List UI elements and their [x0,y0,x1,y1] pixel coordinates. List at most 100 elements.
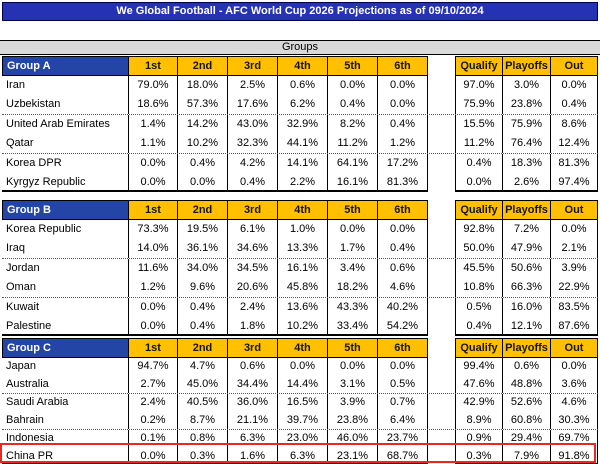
column-header-position: 3rd [228,338,278,358]
team-name: Iran [6,79,25,91]
position-probability-cell: 6.4% [378,411,428,429]
team-row: Uzbekistan 18.6% 57.3% 17.6% 6.2% 0.4% 0.0% 75.… [2,95,598,114]
outcome-probability-cell: 11.2% [455,134,503,153]
position-probability-cell: 40.5% [178,394,228,412]
position-probability-cell: 64.1% [328,154,378,173]
group-name: Group B [2,200,128,220]
position-probability-cell: 0.0% [128,154,178,173]
column-header-outcome: Qualify [455,338,503,358]
position-probability-cell: 16.1% [278,259,328,278]
position-probability-cell: 0.0% [328,76,378,95]
column-header-position: 4th [278,200,328,220]
outcome-probability-cell: 0.0% [551,76,598,95]
team-name: United Arab Emirates [6,118,110,130]
team-name: Uzbekistan [6,98,61,110]
column-header-outcome: Playoffs [503,338,551,358]
team-name: Saudi Arabia [6,396,69,408]
position-probability-cell: 3.4% [328,259,378,278]
team-row: Jordan 11.6% 34.0% 34.5% 16.1% 3.4% 0.6% 45.5% 5… [2,258,598,278]
table-gap [428,154,455,173]
position-probability-cell: 1.8% [228,317,278,336]
outcome-probability-cell: 29.4% [503,430,551,448]
position-probability-cell: 33.4% [328,317,378,336]
position-probability-cell: 45.8% [278,278,328,297]
position-probability-cell: 18.2% [328,278,378,297]
team-name: Korea DPR [6,157,62,169]
position-probability-cell: 79.0% [128,76,178,95]
table-gap [428,115,455,134]
outcome-probability-cell: 69.7% [551,430,598,448]
team-row: Bahrain 0.2% 8.7% 21.1% 39.7% 23.8% 6.4% 8.9% 60… [2,411,598,429]
outcome-probability-cell: 7.9% [503,447,551,464]
team-name: Jordan [6,262,40,274]
column-header-outcome: Playoffs [503,56,551,76]
position-probability-cell: 2.5% [228,76,278,95]
table-gap [428,430,455,448]
column-header-position: 6th [378,56,428,76]
position-probability-cell: 23.1% [328,447,378,464]
team-row: Kyrgyz Republic 0.0% 0.0% 0.4% 2.2% 16.1% 81.3… [2,173,598,192]
column-header-position: 5th [328,200,378,220]
outcome-probability-cell: 0.0% [551,220,598,239]
position-probability-cell: 11.2% [328,134,378,153]
position-probability-cell: 1.4% [128,115,178,134]
column-header-outcome: Playoffs [503,200,551,220]
position-probability-cell: 16.5% [278,394,328,412]
position-probability-cell: 0.8% [178,430,228,448]
column-header-outcome: Out [551,200,598,220]
group-block: Group C 1st 2nd 3rd 4th 5th 6th Qualify Playoffs… [2,338,598,464]
column-header-position: 1st [128,338,178,358]
outcome-probability-cell: 76.4% [503,134,551,153]
column-header-outcome: Out [551,338,598,358]
group-block: Group B 1st 2nd 3rd 4th 5th 6th Qualify Playoffs… [2,200,598,336]
position-probability-cell: 17.6% [228,95,278,114]
team-row: Korea Republic 73.3% 19.5% 6.1% 1.0% 0.0% 0.0%… [2,220,598,239]
position-probability-cell: 45.0% [178,375,228,393]
team-name: Kyrgyz Republic [2,173,128,192]
position-probability-cell: 19.5% [178,220,228,239]
table-gap [428,200,455,220]
position-probability-cell: 17.2% [378,154,428,173]
table-gap [428,56,455,76]
position-probability-cell: 18.0% [178,76,228,95]
column-header-position: 3rd [228,56,278,76]
outcome-probability-cell: 75.9% [503,115,551,134]
outcome-probability-cell: 0.4% [455,154,503,173]
outcome-probability-cell: 83.5% [551,298,598,317]
team-row: Indonesia 0.1% 0.8% 6.3% 23.0% 46.0% 23.7% 0.9%… [2,429,598,448]
position-probability-cell: 9.6% [178,278,228,297]
column-header-position: 6th [378,200,428,220]
position-probability-cell: 2.4% [228,298,278,317]
position-probability-cell: 0.0% [378,358,428,376]
table-gap [428,394,455,412]
outcome-probability-cell: 0.5% [455,298,503,317]
column-header-position: 3rd [228,200,278,220]
outcome-probability-cell: 60.8% [503,411,551,429]
position-probability-cell: 10.2% [178,134,228,153]
table-gap [428,220,455,239]
group-header-row: Group B 1st 2nd 3rd 4th 5th 6th Qualify Playoffs… [2,200,598,220]
team-row: Iran 79.0% 18.0% 2.5% 0.6% 0.0% 0.0% 97.0% 3.0% 0… [2,76,598,95]
position-probability-cell: 14.4% [278,375,328,393]
position-probability-cell: 0.5% [378,375,428,393]
team-name: Oman [6,281,36,293]
position-probability-cell: 0.4% [378,239,428,258]
position-probability-cell: 34.4% [228,375,278,393]
table-gap [428,173,455,192]
position-probability-cell: 11.6% [128,259,178,278]
table-gap [428,76,455,95]
column-header-position: 5th [328,56,378,76]
position-probability-cell: 1.2% [378,134,428,153]
outcome-probability-cell: 97.0% [455,76,503,95]
position-probability-cell: 3.1% [328,375,378,393]
team-name: Japan [6,360,36,372]
outcome-probability-cell: 50.0% [455,239,503,258]
column-header-position: 1st [128,56,178,76]
table-gap [428,298,455,317]
position-probability-cell: 0.6% [228,358,278,376]
position-probability-cell: 34.6% [228,239,278,258]
position-probability-cell: 6.1% [228,220,278,239]
table-gap [428,239,455,258]
position-probability-cell: 43.3% [328,298,378,317]
column-header-position: 2nd [178,338,228,358]
